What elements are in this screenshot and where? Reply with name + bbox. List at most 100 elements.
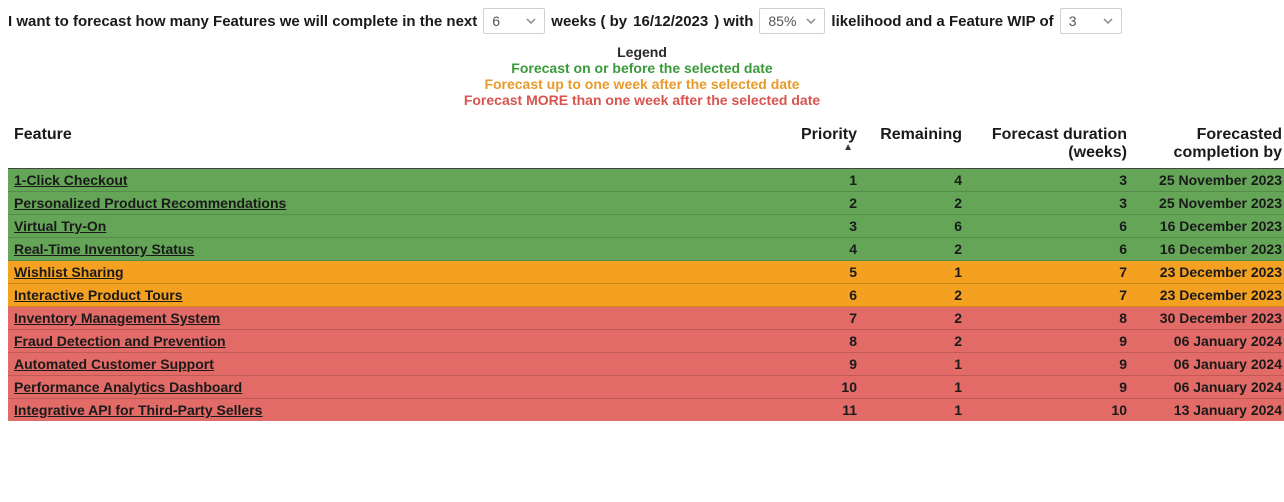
legend: Legend Forecast on or before the selecte… — [8, 44, 1276, 108]
col-duration[interactable]: Forecast duration (weeks) — [968, 122, 1133, 169]
cell-feature: Performance Analytics Dashboard — [8, 376, 783, 399]
legend-red: Forecast MORE than one week after the se… — [8, 92, 1276, 108]
cell-remaining: 1 — [863, 399, 968, 422]
cell-date: 16 December 2023 — [1133, 215, 1284, 238]
feature-link[interactable]: Interactive Product Tours — [14, 287, 183, 303]
cell-priority: 9 — [783, 353, 863, 376]
cell-feature: Automated Customer Support — [8, 353, 783, 376]
forecast-sentence: I want to forecast how many Features we … — [8, 8, 1276, 34]
chevron-down-icon — [526, 16, 536, 26]
likelihood-value: 85% — [768, 13, 796, 29]
cell-priority: 3 — [783, 215, 863, 238]
table-row: Real-Time Inventory Status 42616 December… — [8, 238, 1284, 261]
cell-feature: 1-Click Checkout — [8, 169, 783, 192]
table-row: Automated Customer Support91906 January … — [8, 353, 1284, 376]
feature-link[interactable]: Fraud Detection and Prevention — [14, 333, 226, 349]
cell-duration: 9 — [968, 330, 1133, 353]
cell-duration: 6 — [968, 215, 1133, 238]
cell-date: 13 January 2024 — [1133, 399, 1284, 422]
sentence-date: 16/12/2023 — [633, 13, 708, 30]
table-row: Wishlist Sharing 51723 December 2023 — [8, 261, 1284, 284]
feature-link[interactable]: Real-Time Inventory Status — [14, 241, 194, 257]
cell-priority: 7 — [783, 307, 863, 330]
table-row: Inventory Management System72830 Decembe… — [8, 307, 1284, 330]
cell-duration: 8 — [968, 307, 1133, 330]
cell-feature: Fraud Detection and Prevention — [8, 330, 783, 353]
chevron-down-icon — [1103, 16, 1113, 26]
cell-priority: 5 — [783, 261, 863, 284]
cell-remaining: 2 — [863, 307, 968, 330]
cell-date: 16 December 2023 — [1133, 238, 1284, 261]
wip-select[interactable]: 3 — [1060, 8, 1122, 34]
wip-value: 3 — [1069, 13, 1077, 29]
cell-priority: 2 — [783, 192, 863, 215]
feature-link[interactable]: Wishlist Sharing — [14, 264, 124, 280]
cell-date: 25 November 2023 — [1133, 169, 1284, 192]
feature-link[interactable]: Personalized Product Recommendations — [14, 195, 286, 211]
cell-date: 06 January 2024 — [1133, 353, 1284, 376]
cell-duration: 3 — [968, 169, 1133, 192]
cell-remaining: 2 — [863, 284, 968, 307]
feature-link[interactable]: Inventory Management System — [14, 310, 220, 326]
cell-duration: 3 — [968, 192, 1133, 215]
likelihood-select[interactable]: 85% — [759, 8, 825, 34]
cell-remaining: 6 — [863, 215, 968, 238]
cell-feature: Integrative API for Third-Party Sellers — [8, 399, 783, 422]
table-row: Interactive Product Tours 62723 December … — [8, 284, 1284, 307]
cell-remaining: 1 — [863, 353, 968, 376]
cell-priority: 4 — [783, 238, 863, 261]
table-row: Performance Analytics Dashboard101906 Ja… — [8, 376, 1284, 399]
feature-link[interactable]: Performance Analytics Dashboard — [14, 379, 242, 395]
sentence-part1: I want to forecast how many Features we … — [8, 13, 477, 30]
cell-feature: Inventory Management System — [8, 307, 783, 330]
cell-duration: 10 — [968, 399, 1133, 422]
col-remaining[interactable]: Remaining — [863, 122, 968, 169]
cell-feature: Real-Time Inventory Status — [8, 238, 783, 261]
cell-priority: 1 — [783, 169, 863, 192]
cell-feature: Personalized Product Recommendations — [8, 192, 783, 215]
table-row: Integrative API for Third-Party Sellers 1… — [8, 399, 1284, 422]
cell-remaining: 1 — [863, 376, 968, 399]
cell-remaining: 2 — [863, 238, 968, 261]
table-row: 1-Click Checkout 14325 November 2023 — [8, 169, 1284, 192]
cell-date: 25 November 2023 — [1133, 192, 1284, 215]
cell-remaining: 4 — [863, 169, 968, 192]
chevron-down-icon — [806, 16, 816, 26]
cell-duration: 7 — [968, 284, 1133, 307]
cell-remaining: 2 — [863, 330, 968, 353]
feature-link[interactable]: Automated Customer Support — [14, 356, 214, 372]
table-row: Virtual Try-On36616 December 2023 — [8, 215, 1284, 238]
cell-remaining: 1 — [863, 261, 968, 284]
table-row: Fraud Detection and Prevention 82906 Janu… — [8, 330, 1284, 353]
cell-feature: Virtual Try-On — [8, 215, 783, 238]
sentence-part2a: weeks ( by — [551, 13, 627, 30]
cell-date: 06 January 2024 — [1133, 330, 1284, 353]
cell-feature: Wishlist Sharing — [8, 261, 783, 284]
legend-orange: Forecast up to one week after the select… — [8, 76, 1276, 92]
sentence-part2b: ) with — [714, 13, 753, 30]
cell-remaining: 2 — [863, 192, 968, 215]
cell-date: 06 January 2024 — [1133, 376, 1284, 399]
cell-date: 23 December 2023 — [1133, 284, 1284, 307]
cell-duration: 9 — [968, 353, 1133, 376]
cell-priority: 6 — [783, 284, 863, 307]
col-feature[interactable]: Feature — [8, 122, 783, 169]
cell-duration: 9 — [968, 376, 1133, 399]
weeks-value: 6 — [492, 13, 500, 29]
feature-link[interactable]: 1-Click Checkout — [14, 172, 128, 188]
cell-duration: 6 — [968, 238, 1133, 261]
col-date[interactable]: Forecasted completion by — [1133, 122, 1284, 169]
col-priority[interactable]: Priority ▲ — [783, 122, 863, 169]
cell-duration: 7 — [968, 261, 1133, 284]
legend-title: Legend — [8, 44, 1276, 60]
cell-priority: 8 — [783, 330, 863, 353]
feature-link[interactable]: Virtual Try-On — [14, 218, 106, 234]
forecast-table: Feature Priority ▲ Remaining Forecast du… — [8, 122, 1284, 421]
table-row: Personalized Product Recommendations2232… — [8, 192, 1284, 215]
cell-feature: Interactive Product Tours — [8, 284, 783, 307]
legend-green: Forecast on or before the selected date — [8, 60, 1276, 76]
feature-link[interactable]: Integrative API for Third-Party Sellers — [14, 402, 262, 418]
cell-date: 23 December 2023 — [1133, 261, 1284, 284]
sentence-part3: likelihood and a Feature WIP of — [831, 13, 1053, 30]
weeks-select[interactable]: 6 — [483, 8, 545, 34]
